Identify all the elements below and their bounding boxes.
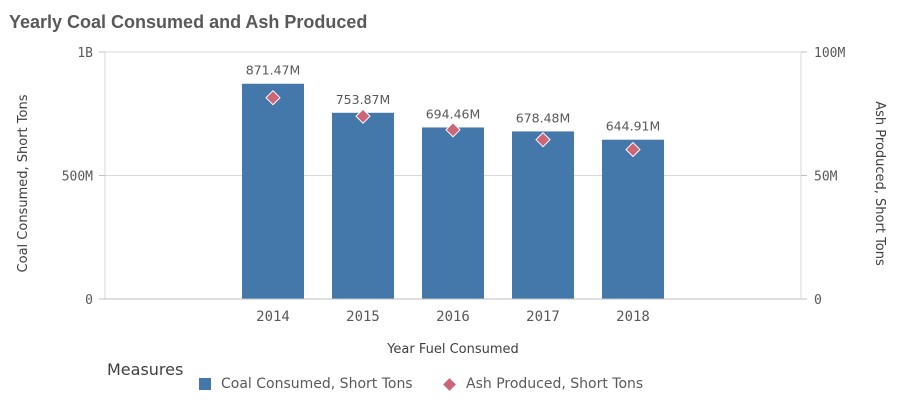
x-tick-label: 2015 (346, 309, 380, 325)
bar (512, 131, 574, 299)
legend-title: Measures (107, 360, 184, 379)
y-axis-title: Coal Consumed, Short Tons (16, 94, 31, 272)
bar-data-label: 753.87M (336, 92, 391, 107)
legend-swatch-diamond (443, 377, 456, 391)
bar (422, 127, 484, 299)
legend-label-coal-consumed: Coal Consumed, Short Tons (221, 376, 413, 392)
x-tick-label: 2016 (436, 309, 470, 325)
x-tick-label: 2017 (526, 309, 560, 325)
point (445, 122, 461, 138)
point (355, 108, 371, 124)
legend-swatch-bar (199, 378, 211, 390)
bar-data-label: 871.47M (246, 63, 301, 78)
bar-data-label: 644.91M (606, 119, 661, 134)
chart-title: Yearly Coal Consumed and Ash Produced (9, 12, 368, 32)
x-tick-label: 2018 (616, 309, 650, 325)
bar (602, 139, 664, 299)
legend-item-coal-consumed[interactable]: Coal Consumed, Short Tons (199, 376, 413, 392)
bar (332, 112, 394, 299)
legend-label-ash-produced: Ash Produced, Short Tons (466, 376, 644, 392)
point (625, 141, 641, 158)
y-tick-label: 0 (85, 293, 93, 308)
x-tick-label: 2014 (256, 309, 290, 325)
bar (242, 83, 304, 299)
y2-tick-label: 100M (814, 46, 845, 61)
legend-item-ash-produced[interactable]: Ash Produced, Short Tons (443, 376, 643, 392)
y2-tick-label: 50M (814, 170, 838, 185)
y-tick-label: 1B (77, 46, 93, 61)
bar-data-label: 678.48M (516, 110, 571, 125)
point (535, 131, 551, 148)
x-axis-title: Year Fuel Consumed (386, 342, 519, 357)
chart-plot: 871.47M 753.87M 694.46M 678.48M 644.91M 0 0 50… (16, 46, 887, 357)
bar-data-label: 694.46M (426, 106, 481, 121)
y2-axis-title: Ash Produced, Short Tons (872, 101, 887, 266)
y2-tick-label: 0 (814, 293, 822, 308)
point (265, 89, 281, 106)
y-tick-label: 500M (62, 170, 93, 185)
